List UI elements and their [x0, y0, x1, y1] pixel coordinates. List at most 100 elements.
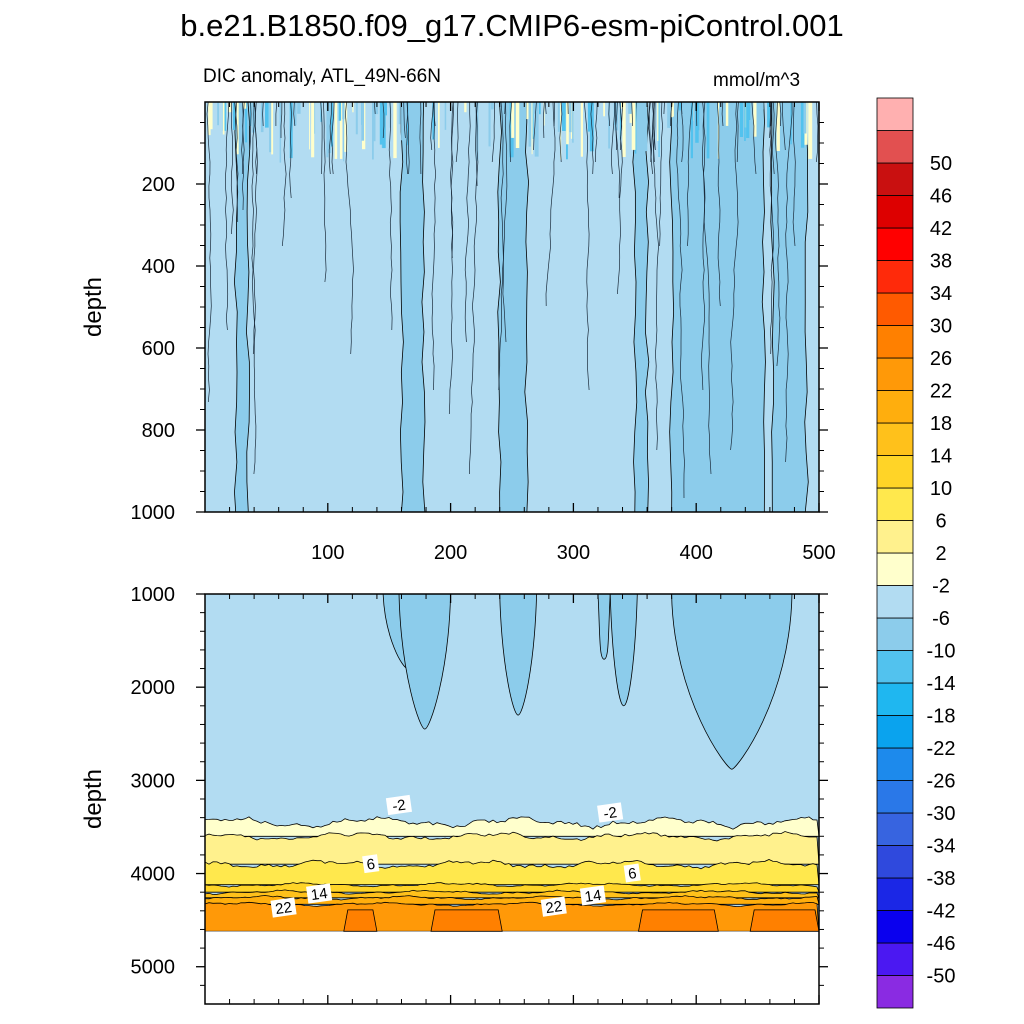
colorbar-swatch [876, 130, 914, 164]
top-surface-cell [444, 102, 447, 130]
colorbar-label: -30 [927, 803, 956, 825]
top-surface-cell [384, 102, 387, 116]
top-surface-cell [543, 102, 545, 126]
bottom-y-tick-label: 2000 [131, 677, 176, 699]
top-contour-streak [280, 102, 283, 138]
top-contour-streak [382, 102, 385, 139]
bottom-layer [205, 889, 819, 899]
top-surface-cell [511, 102, 515, 138]
bottom-axis-ticks: 1000 2000 3000 4000 5000 [131, 584, 828, 1004]
top-surface-cell [706, 102, 710, 159]
top-surface-cell [260, 102, 264, 133]
bottom-warm-patches [343, 909, 819, 932]
contour-label-text: 6 [627, 865, 638, 883]
top-contour-streak [779, 102, 782, 127]
top-contour-streak [650, 102, 655, 163]
top-contour-streak [431, 102, 437, 391]
top-contour-streak [500, 102, 507, 343]
top-surface-cell [808, 102, 813, 159]
top-contour-streak [736, 102, 739, 163]
contour-label-bg [306, 883, 333, 904]
top-contour-streak [721, 102, 724, 127]
contour-label-text: 14 [310, 885, 329, 904]
contour-label: 6 [623, 863, 641, 883]
top-contour-streak [450, 102, 454, 259]
top-surface-cell [587, 102, 591, 132]
top-contour-streak [469, 102, 479, 475]
colorbar-label: 14 [930, 446, 952, 468]
unit-label: mmol/m^3 [713, 70, 800, 91]
colorbar-label: 26 [930, 348, 952, 370]
top-surface-cell [753, 102, 757, 137]
bottom-y-axis-label: depth [80, 769, 107, 829]
figure-title: b.e21.B1850.f09_g17.CMIP6-esm-piControl.… [180, 8, 843, 43]
top-surface-cell [557, 102, 560, 132]
colorbar-label: 46 [930, 186, 952, 208]
top-surface-cell [343, 102, 345, 162]
bottom-layer [205, 816, 819, 837]
top-surface-cell [569, 102, 572, 133]
colorbar-swatch [876, 780, 914, 814]
top-surface-cell [528, 102, 531, 147]
colorbar-label: -2 [932, 576, 950, 598]
top-surface-cell [699, 102, 702, 144]
top-surface-cell [781, 102, 783, 144]
top-surface-cell [687, 102, 689, 140]
top-contour-streak [323, 102, 327, 283]
colorbar-label: 18 [930, 413, 952, 435]
top-surface-cell [562, 102, 566, 131]
colorbar-swatch [876, 195, 914, 229]
top-surface-cell [271, 102, 274, 155]
top-panel: DIC anomaly, ATL_49N-66N mmol/m^3 100 200… [80, 66, 836, 564]
top-surface-cell [532, 102, 534, 139]
bottom-y-tick-label: 3000 [131, 770, 176, 792]
colorbar-label: 50 [930, 153, 952, 175]
top-contour-streak [686, 102, 693, 247]
top-contour-streak [792, 102, 796, 247]
colorbar-swatch [876, 910, 914, 944]
colorbar-label: 34 [930, 283, 952, 305]
top-y-tick-label: 200 [142, 174, 175, 196]
top-surface-cell [488, 102, 491, 147]
top-surface-cell [614, 102, 619, 131]
top-surface-cell [803, 102, 807, 134]
colorbar-label: 6 [935, 511, 946, 533]
top-surface-cell [372, 102, 376, 142]
top-surface-cell [622, 102, 626, 157]
top-contour-streak [701, 102, 706, 391]
top-surface-cell [407, 102, 409, 146]
colorbar-label: -46 [927, 933, 956, 955]
top-contour-streak [241, 102, 244, 175]
top-contour-streak [545, 102, 556, 307]
colorbar-label: 42 [930, 218, 952, 240]
top-contour-streak [230, 102, 234, 235]
top-contour-streak [388, 102, 393, 331]
top-surface-cell [619, 102, 621, 141]
top-surface-cell [334, 102, 338, 159]
top-x-tick-label: 400 [680, 542, 713, 564]
bottom-plot-area: -2 -2 6 6 14 14 22 22 [205, 594, 819, 1004]
top-surface-cell [232, 102, 236, 130]
top-surface-cell [403, 102, 408, 151]
colorbar-label: 30 [930, 316, 952, 338]
contour-label-bg [540, 896, 567, 917]
colorbar-swatch [876, 715, 914, 749]
top-surface-cell [539, 102, 541, 115]
top-surface-cell [438, 102, 440, 148]
colorbar-swatch [876, 455, 914, 489]
contour-label: -2 [385, 794, 412, 815]
top-contour-streak [595, 102, 598, 163]
colorbar-label: 22 [930, 381, 952, 403]
top-surface-cell [379, 102, 384, 145]
top-contour-streak [242, 102, 245, 211]
colorbar-swatch [876, 260, 914, 294]
top-surface-cell [526, 102, 531, 120]
top-surface-cell [725, 102, 729, 126]
colorbar-label: -18 [927, 706, 956, 728]
top-x-tick-label: 100 [311, 542, 344, 564]
top-surface-cell [398, 102, 401, 125]
top-y-tick-label: 600 [142, 338, 175, 360]
top-surface-cell [776, 102, 780, 151]
top-contour-streak [771, 102, 775, 175]
top-surface-cell [603, 102, 605, 117]
